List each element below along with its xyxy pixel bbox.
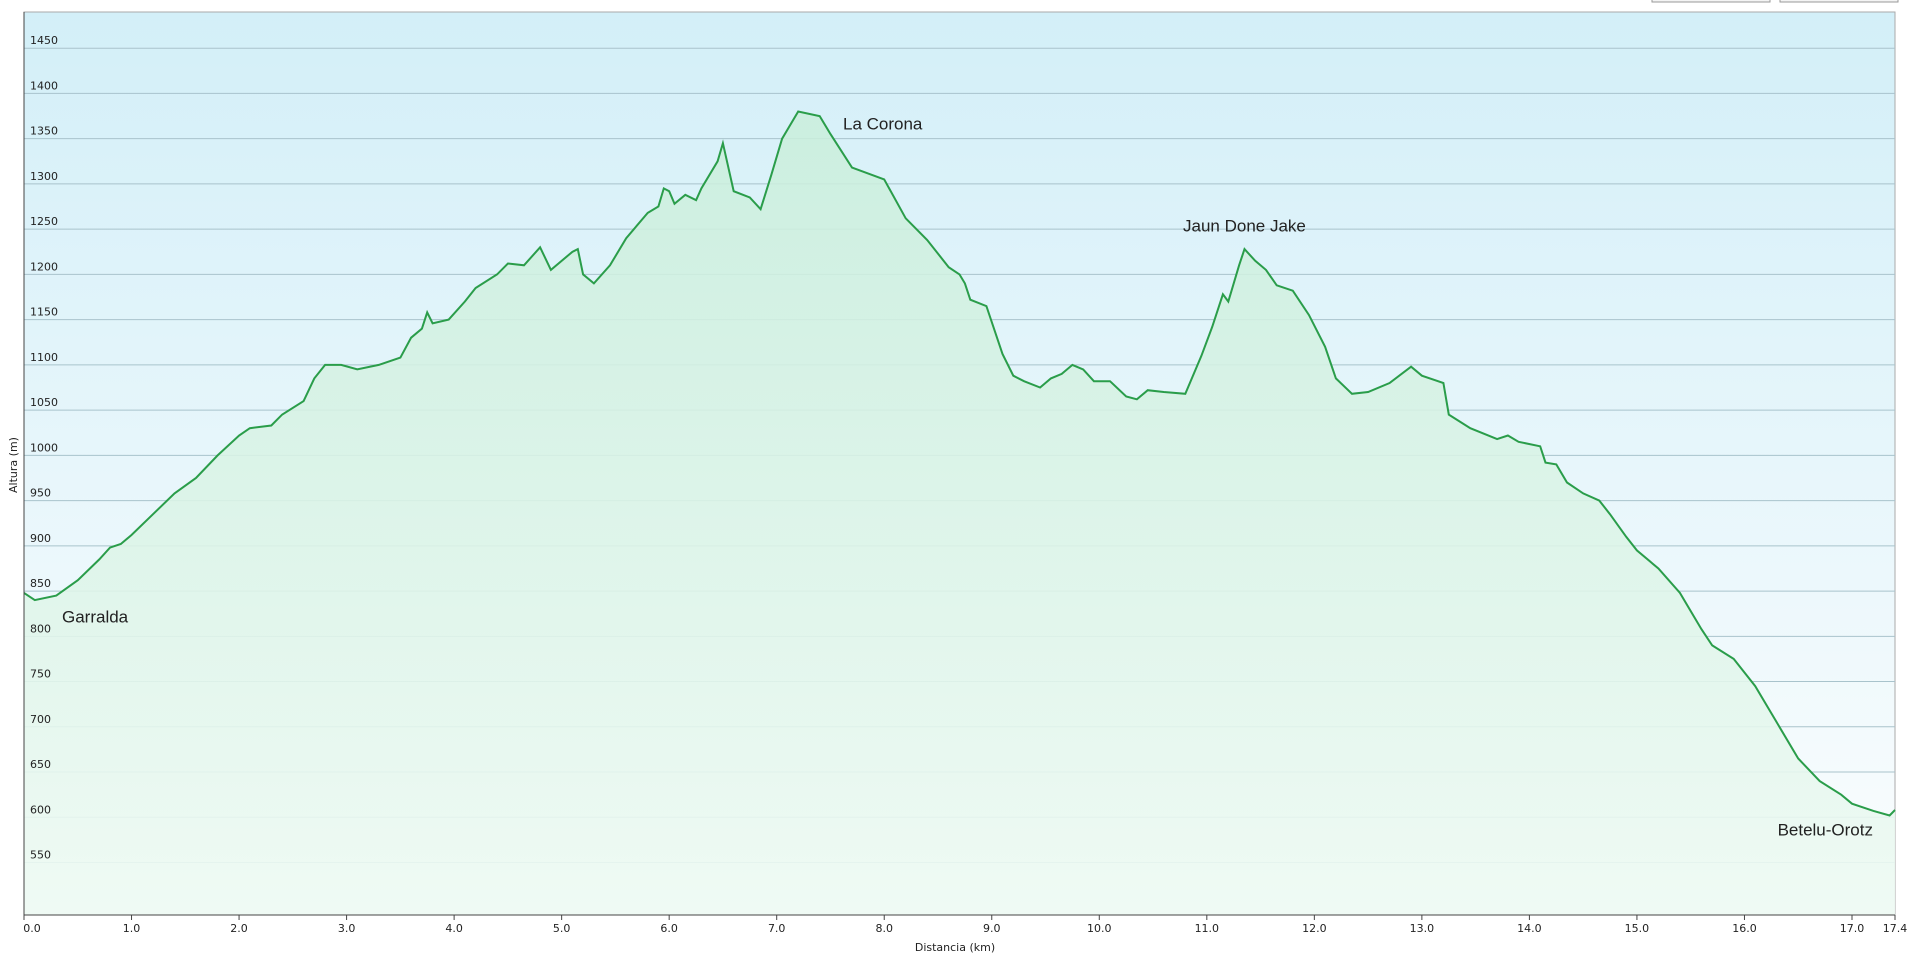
- y-tick-label: 1100: [30, 351, 58, 364]
- x-tick-label: 4.0: [445, 922, 463, 935]
- y-tick-label: 1200: [30, 260, 58, 273]
- elevation-line: [23, 110, 1896, 817]
- y-tick-label: 1000: [30, 441, 58, 454]
- button[interactable]: [1651, 0, 1771, 3]
- annotation: Jaun Done Jake: [1183, 216, 1306, 235]
- x-tick-label: 14.0: [1517, 922, 1542, 935]
- y-tick-label: 750: [30, 668, 51, 681]
- button[interactable]: [1779, 0, 1899, 3]
- y-tick-label: 1400: [30, 79, 58, 92]
- y-tick-label: 1350: [30, 125, 58, 138]
- area-fill: [24, 111, 1895, 915]
- x-tick-label: 1.0: [123, 922, 141, 935]
- x-tick-label: 17.4: [1883, 922, 1908, 935]
- x-axis-label: Distancia (km): [915, 941, 995, 954]
- y-tick-label: 1450: [30, 34, 58, 47]
- x-tick-label: 9.0: [983, 922, 1001, 935]
- y-tick-label: 900: [30, 532, 51, 545]
- x-tick-label: 15.0: [1625, 922, 1650, 935]
- y-tick-label: 650: [30, 758, 51, 771]
- annotation: La Corona: [843, 114, 923, 133]
- y-tick-label: 1150: [30, 306, 58, 319]
- y-tick-label: 950: [30, 487, 51, 500]
- x-tick-label: 2.0: [230, 922, 248, 935]
- x-tick-label: 3.0: [338, 922, 356, 935]
- y-tick-label: 850: [30, 577, 51, 590]
- y-axis-label: Altura (m): [7, 437, 20, 493]
- x-tick-label: 8.0: [875, 922, 893, 935]
- y-tick-label: 600: [30, 803, 51, 816]
- y-tick-label: 800: [30, 622, 51, 635]
- annotation: Betelu-Orotz: [1778, 820, 1873, 839]
- x-tick-label: 11.0: [1195, 922, 1220, 935]
- x-tick-label: 6.0: [660, 922, 678, 935]
- x-tick-label: 13.0: [1410, 922, 1435, 935]
- x-tick-label: 16.0: [1732, 922, 1757, 935]
- y-tick-label: 1250: [30, 215, 58, 228]
- y-tick-label: 1050: [30, 396, 58, 409]
- x-tick-label: 17.0: [1840, 922, 1865, 935]
- x-tick-label: 5.0: [553, 922, 571, 935]
- y-tick-label: 550: [30, 849, 51, 862]
- x-tick-label: 7.0: [768, 922, 786, 935]
- annotation: Garralda: [62, 607, 129, 626]
- y-tick-label: 700: [30, 713, 51, 726]
- x-tick-label: 10.0: [1087, 922, 1112, 935]
- y-tick-label: 1300: [30, 170, 58, 183]
- x-tick-label: 0.0: [23, 922, 41, 935]
- x-tick-label: 12.0: [1302, 922, 1327, 935]
